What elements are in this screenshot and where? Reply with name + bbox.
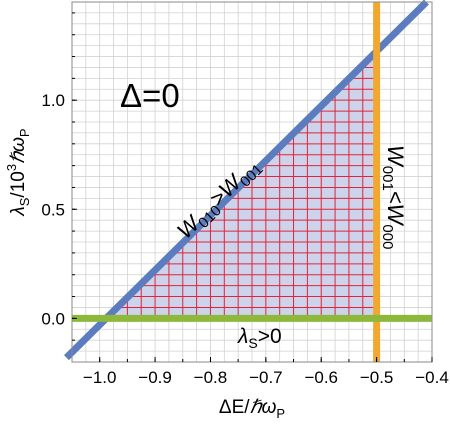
x-tick-label: −0.8 (194, 368, 228, 387)
x-tick-label: −0.4 (415, 368, 449, 387)
ticks: −1.0 −0.9 −0.8 −0.7 −0.6 −0.5 −0.4 0.0 0.5 1.0 (41, 12, 449, 387)
region-fill (105, 52, 377, 319)
x-tick-label: −0.7 (249, 368, 283, 387)
axis-labels: ΔE/ℏωP λS/103ℏωP (4, 128, 285, 421)
x-tick-label: −0.5 (360, 368, 394, 387)
series-line-w010-w001 (64, 0, 429, 361)
plot-frame (71, 1, 433, 363)
x-tick-label: −1.0 (83, 368, 117, 387)
x-axis-label: ΔE/ℏωP (219, 397, 285, 421)
y-tick-label: 1.0 (41, 91, 65, 110)
x-tick-label: −0.6 (304, 368, 338, 387)
horizontal-label: λS>0 (237, 325, 282, 351)
delta-label: Δ=0 (120, 77, 180, 114)
x-tick-label: −0.9 (138, 368, 172, 387)
y-axis-label: λS/103ℏωP (4, 128, 32, 216)
y-tick-label: 0.0 (41, 309, 65, 328)
y-tick-label: 0.5 (41, 200, 65, 219)
series-lines (64, 0, 432, 362)
vertical-label: W001<W000 (379, 145, 408, 249)
